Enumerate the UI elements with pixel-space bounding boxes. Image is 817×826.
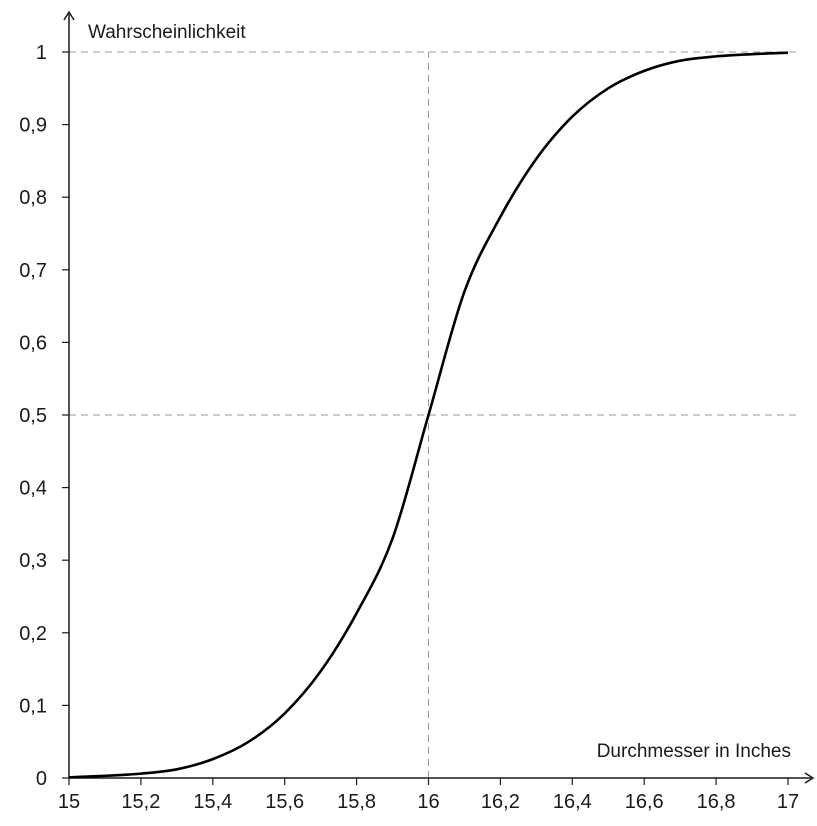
y-tick-label: 0,8 — [19, 187, 47, 209]
cdf-curve — [68, 51, 789, 779]
y-tick-label: 0,9 — [19, 115, 47, 137]
x-tick-label: 17 — [777, 791, 799, 813]
y-axis-label: Wahrscheinlichkeit — [88, 22, 246, 43]
y-tick-label: 0,6 — [19, 332, 47, 354]
x-tick-label: 16,2 — [481, 791, 520, 813]
y-tick-label: 0,7 — [19, 260, 47, 282]
y-tick-label: 0,1 — [19, 695, 47, 717]
axes — [63, 10, 815, 784]
y-tick-label: 0 — [36, 768, 47, 790]
y-tick-label: 0,4 — [19, 478, 47, 500]
y-tick-label: 1 — [36, 42, 47, 64]
y-tick-label: 0,2 — [19, 623, 47, 645]
x-tick-label: 15,6 — [265, 791, 304, 813]
y-axis-arrow — [63, 10, 75, 21]
x-tick-label: 15,2 — [121, 791, 160, 813]
x-tick-label: 16,4 — [553, 791, 592, 813]
reference-lines — [69, 51, 800, 778]
x-tick-label: 15 — [58, 791, 80, 813]
x-tick-label: 16 — [417, 791, 439, 813]
y-tick-label: 0,5 — [19, 405, 47, 427]
y-tick-label: 0,3 — [19, 550, 47, 572]
x-tick-label: 15,8 — [337, 791, 376, 813]
x-tick-label: 16,6 — [625, 791, 664, 813]
x-axis-arrow — [804, 772, 815, 784]
x-axis-label: Durchmesser in Inches — [597, 741, 791, 762]
x-tick-label: 16,8 — [697, 791, 736, 813]
x-ticks: 15 15,2 15,4 15,6 15,8 16 16,2 16,4 16,6 16,8 17 — [58, 778, 799, 813]
x-tick-label: 15,4 — [193, 791, 232, 813]
y-ticks: 0 0,1 0,2 0,3 0,4 0,5 0,6 0,7 0,8 0,9 1 — [19, 42, 69, 790]
